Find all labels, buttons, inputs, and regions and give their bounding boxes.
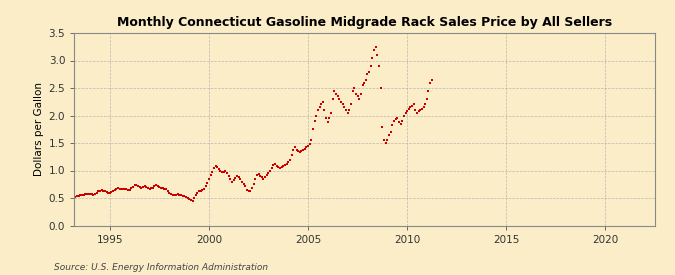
Y-axis label: Dollars per Gallon: Dollars per Gallon — [34, 82, 45, 176]
Text: Source: U.S. Energy Information Administration: Source: U.S. Energy Information Administ… — [54, 263, 268, 272]
Title: Monthly Connecticut Gasoline Midgrade Rack Sales Price by All Sellers: Monthly Connecticut Gasoline Midgrade Ra… — [117, 16, 612, 29]
